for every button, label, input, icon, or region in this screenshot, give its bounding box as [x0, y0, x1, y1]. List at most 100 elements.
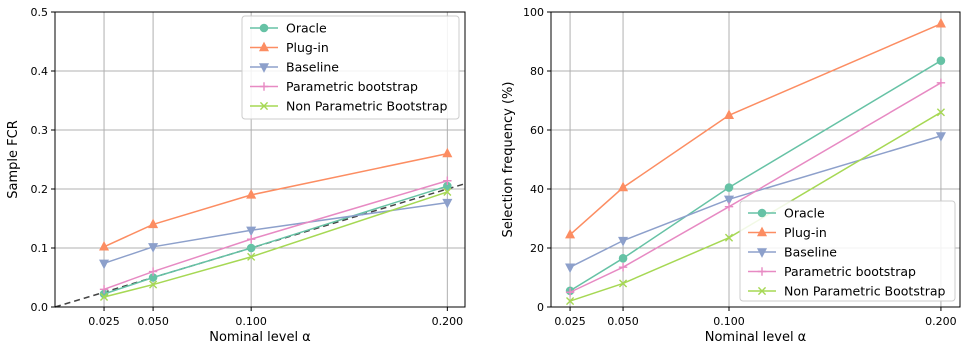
data-point-parametric-bootstrap — [148, 267, 158, 276]
data-point-oracle — [246, 243, 256, 253]
y-tick-label: 0.0 — [31, 301, 49, 314]
y-tick-label: 40 — [530, 183, 544, 196]
legend-item: Plug-in — [748, 225, 827, 240]
legend-item: Plug-in — [250, 40, 329, 55]
series-line-parametric-bootstrap — [103, 180, 448, 291]
chart-selection-frequency: 0.025 0.050 0.100 0.200 0 20 40 60 80 100 Nominal … — [501, 6, 961, 345]
series-line-plug-in — [569, 23, 942, 236]
data-point-non-parametric-bootstrap — [247, 252, 256, 261]
legend-label: Parametric bootstrap — [286, 79, 418, 94]
data-point-non-parametric-bootstrap — [936, 108, 945, 117]
legend-label: Baseline — [784, 245, 837, 260]
legend-item: Non Parametric Bootstrap — [748, 284, 946, 299]
series-line-parametric-bootstrap — [569, 82, 942, 293]
data-point-non-parametric-bootstrap — [724, 233, 734, 242]
data-point-non-parametric-bootstrap — [618, 279, 628, 288]
x-axis-label: Nominal level α — [209, 330, 311, 345]
data-point-plug-in — [442, 147, 453, 158]
legend-marker — [259, 82, 269, 91]
data-point-plug-in — [148, 218, 159, 229]
y-tick-label: 20 — [530, 242, 544, 255]
legend-label: Plug-in — [286, 40, 329, 55]
x-tick-label: 0.100 — [713, 315, 745, 328]
x-tick-label: 0.100 — [235, 315, 267, 328]
data-point-baseline — [148, 243, 159, 253]
legend-item: Non Parametric Bootstrap — [250, 99, 448, 114]
y-tick-label: 0 — [537, 301, 544, 314]
legend-marker — [258, 63, 270, 73]
legend-item: Oracle — [250, 21, 327, 36]
series-line-non-parametric-bootstrap — [103, 191, 448, 298]
legend-label: Non Parametric Bootstrap — [784, 284, 946, 299]
legend-item: Parametric bootstrap — [250, 79, 418, 94]
legend: Oracle Plug-in Baseline Parametric bootstra… — [739, 200, 956, 302]
data-point-plug-in — [99, 240, 110, 251]
chart-sample-fcr: 0.025 0.050 0.100 0.200 0.0 0.1 0.2 0.3 0.4 0.5 No… — [6, 6, 466, 345]
legend-marker — [757, 267, 767, 276]
y-tick-label: 0.1 — [31, 242, 49, 255]
legend-label: Parametric bootstrap — [784, 264, 916, 279]
y-tick-label: 0.4 — [31, 65, 49, 78]
data-point-plug-in — [935, 17, 946, 28]
legend-marker — [258, 41, 270, 52]
legend-marker — [757, 208, 767, 218]
data-point-parametric-bootstrap — [443, 176, 452, 185]
data-point-plug-in — [565, 228, 576, 239]
data-point-plug-in — [723, 109, 735, 119]
y-tick-label: 100 — [523, 6, 544, 19]
data-point-parametric-bootstrap — [246, 234, 256, 244]
data-point-parametric-bootstrap — [618, 262, 628, 272]
y-tick-label: 0.3 — [31, 124, 49, 137]
data-point-parametric-bootstrap — [99, 285, 109, 294]
legend: Oracle Plug-in Baseline Parametric bootstra… — [241, 15, 460, 120]
data-point-baseline — [935, 132, 946, 142]
plot-frame — [54, 11, 466, 308]
series-line-baseline — [103, 201, 448, 265]
data-point-oracle — [724, 183, 734, 192]
legend-label: Non Parametric Bootstrap — [286, 99, 448, 114]
legend-marker — [756, 248, 768, 258]
legend-label: Oracle — [784, 206, 825, 221]
y-tick-label: 60 — [530, 124, 544, 137]
data-point-baseline — [246, 226, 257, 237]
data-point-baseline — [618, 236, 629, 247]
data-point-non-parametric-bootstrap — [566, 297, 575, 306]
legend-item: Baseline — [250, 60, 339, 75]
data-point-parametric-bootstrap — [724, 202, 734, 211]
data-point-plug-in — [618, 181, 629, 192]
legend-label: Baseline — [286, 60, 339, 75]
x-tick-label: 0.025 — [554, 315, 586, 328]
y-axis-label: Sample FCR — [6, 120, 21, 198]
legend-box — [241, 15, 460, 120]
series-line-plug-in — [103, 152, 448, 248]
legend-marker — [259, 101, 269, 111]
data-point-non-parametric-bootstrap — [443, 187, 452, 197]
x-axis-label: Nominal level α — [705, 330, 807, 345]
data-point-baseline — [723, 195, 735, 206]
legend-item: Baseline — [748, 245, 837, 260]
x-tick-label: 0.200 — [925, 315, 957, 328]
data-point-plug-in — [246, 189, 257, 199]
x-tick-label: 0.200 — [432, 315, 464, 328]
y-tick-label: 0.2 — [31, 183, 49, 196]
legend-marker — [756, 226, 768, 237]
y-axis-label: Selection frequency (%) — [501, 82, 516, 238]
data-point-parametric-bootstrap — [936, 78, 946, 87]
data-point-non-parametric-bootstrap — [149, 280, 158, 289]
data-point-baseline — [99, 259, 110, 270]
legend-box — [739, 200, 956, 302]
data-point-baseline — [442, 198, 453, 209]
data-point-oracle — [618, 254, 628, 263]
series-line-non-parametric-bootstrap — [569, 111, 942, 302]
legend-item: Parametric bootstrap — [748, 264, 916, 279]
legend-label: Plug-in — [784, 225, 827, 240]
x-tick-label: 0.050 — [607, 315, 639, 328]
data-point-baseline — [565, 263, 576, 274]
series-line-oracle — [569, 60, 942, 292]
y-tick-label: 80 — [530, 65, 544, 78]
legend-item: Oracle — [748, 206, 825, 221]
data-point-non-parametric-bootstrap — [99, 292, 109, 302]
x-tick-label: 0.050 — [137, 315, 169, 328]
legend-marker — [259, 23, 269, 33]
